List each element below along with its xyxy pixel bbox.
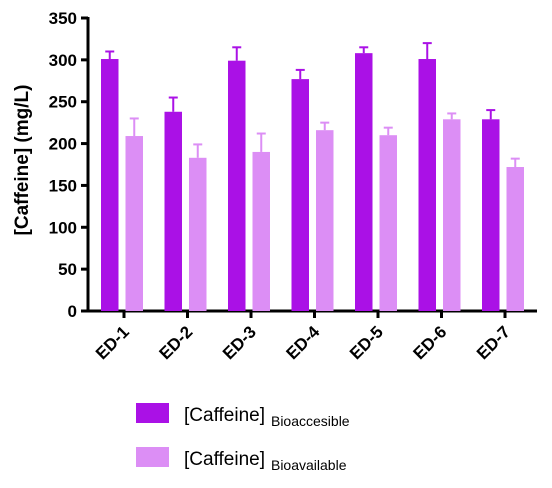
bar-ed-1-bioaccesible [101,59,119,311]
legend-swatch [136,447,169,467]
bar-ed-6-bioavailable [443,119,461,312]
y-tick-label: 300 [49,51,77,70]
bar-ed-4-bioavailable [316,130,334,311]
y-axis: 0 50 100 150 200 250 300 350 [49,9,90,321]
bar-ed-3-bioavailable [252,151,270,311]
bar-ed-4-bioaccesible [291,79,309,312]
bar-ed-6-bioaccesible [418,59,436,311]
x-tick-label: ED-4 [283,322,324,363]
legend: [Caffeine] Bioaccesible [Caffeine] Bioavail… [136,403,350,473]
y-tick-label: 0 [68,302,77,321]
x-tick-label: ED-5 [346,322,387,363]
y-tick-label: 250 [49,93,77,112]
y-tick-label: 350 [49,9,77,28]
bars-group [101,42,524,312]
y-tick-label: 150 [49,176,77,195]
y-tick-label: 50 [58,260,77,279]
legend-label-main: [Caffeine] [184,449,265,470]
x-tick-label: ED-7 [473,322,514,363]
bar-ed-2-bioaccesible [164,111,182,311]
legend-label-sub: Bioaccesible [271,413,350,429]
legend-swatch [136,403,169,423]
bar-ed-7-bioaccesible [482,119,500,312]
bar-ed-7-bioavailable [506,167,524,311]
bar-ed-5-bioaccesible [355,53,373,311]
legend-label-sub: Bioavailable [271,457,347,473]
bar-ed-5-bioavailable [379,135,397,311]
y-tick-label: 100 [49,218,77,237]
bar-ed-1-bioavailable [125,136,143,311]
legend-label: [Caffeine] Bioavailable [184,449,347,473]
bar-ed-2-bioavailable [189,157,207,311]
legend-label-main: [Caffeine] [184,405,265,426]
bar-ed-3-bioaccesible [228,60,246,311]
legend-label: [Caffeine] Bioaccesible [184,405,350,429]
x-tick-label: ED-6 [410,322,451,363]
y-axis-label: [Caffeine] (mg/L) [12,85,33,236]
x-axis: ED-1 ED-2 ED-3 ED-4 ED-5 ED-6 ED-7 [86,309,537,363]
y-tick-label: 200 [49,135,77,154]
x-tick-label: ED-3 [219,322,260,363]
x-tick-label: ED-2 [156,322,197,363]
x-tick-label: ED-1 [92,322,133,363]
